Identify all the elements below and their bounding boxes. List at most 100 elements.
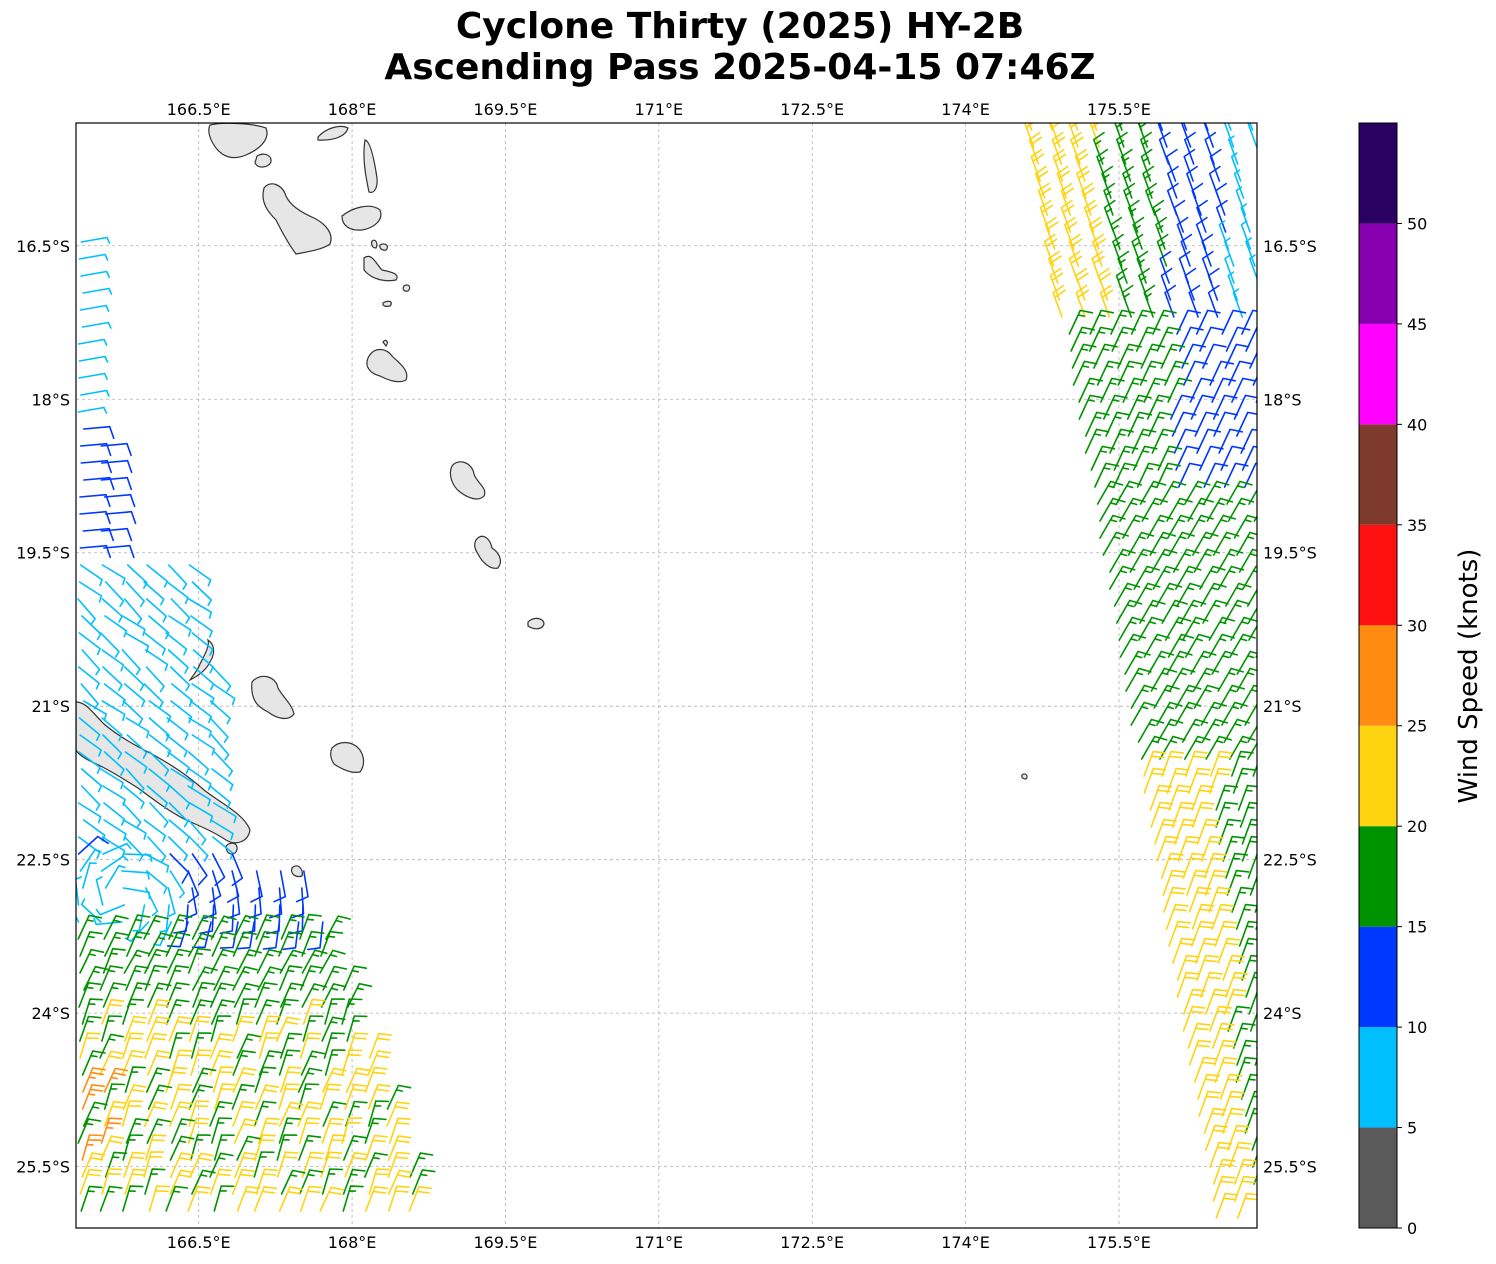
wind-barb (188, 1084, 213, 1110)
wind-barb (1241, 445, 1257, 471)
wind-barb (100, 768, 124, 790)
wind-barb (341, 1117, 363, 1144)
wind-barb (1241, 954, 1257, 981)
wind-barb (231, 1083, 255, 1110)
wind-barb (80, 389, 110, 397)
wind-barb (209, 1152, 234, 1178)
wind-barb (234, 1152, 258, 1178)
wind-barb (79, 1168, 103, 1195)
wind-barb (171, 1118, 195, 1144)
colorbar-tick-label: 0 (1407, 1219, 1417, 1238)
wind-barb (213, 1134, 235, 1161)
wind-barb (191, 914, 217, 940)
wind-barb (1140, 343, 1166, 369)
wind-barb (188, 598, 213, 619)
wind-barb (79, 1032, 101, 1059)
wind-barb (1236, 1039, 1257, 1066)
wind-barb (77, 802, 102, 824)
colorbar-bin-4 (1359, 725, 1397, 827)
wind-barb (1099, 514, 1126, 539)
wind-barb (1205, 1124, 1228, 1151)
wind-barb (342, 1185, 364, 1212)
wind-barb (1176, 954, 1200, 981)
colorbar-tick-label: 10 (1407, 1018, 1427, 1037)
wind-barb (165, 1066, 188, 1093)
wind-barb (232, 1050, 256, 1076)
vanuatu-efate-north (363, 255, 398, 282)
wind-barb (254, 982, 278, 1008)
wind-barb (189, 802, 214, 823)
wind-barb (1180, 123, 1192, 148)
wind-barb (1068, 309, 1094, 335)
wind-barb (319, 1186, 345, 1212)
wind-barb (1157, 123, 1168, 148)
wind-barb (1191, 784, 1215, 811)
wind-barb (121, 870, 150, 880)
vanuatu-malekula (262, 183, 332, 255)
wind-barb (254, 1066, 277, 1093)
wind-barb (143, 915, 169, 940)
wind-barb (1203, 1107, 1227, 1134)
wind-barb (126, 931, 150, 957)
wind-barb (82, 1067, 106, 1093)
wind-barb (126, 734, 148, 759)
wind-barb (1241, 818, 1257, 845)
wind-barb (1172, 548, 1200, 573)
map-title: Cyclone Thirty (2025) HY-2B Ascending Pa… (0, 6, 1496, 88)
wind-barb (1256, 791, 1257, 794)
wind-barb (1044, 216, 1059, 250)
lat-tick-label-right: 19.5°S (1263, 544, 1317, 563)
wind-barb (190, 1049, 212, 1076)
wind-barb (235, 998, 257, 1025)
wind-barb (232, 1067, 257, 1093)
wind-barb (319, 1083, 342, 1110)
wind-barb (1256, 1045, 1257, 1049)
lon-tick-label-top: 174°E (941, 100, 990, 119)
wind-barb (165, 632, 188, 656)
wind-barb (1121, 284, 1134, 318)
wind-barb (95, 876, 104, 906)
vanuatu-paama (371, 239, 378, 249)
wind-barb (1111, 326, 1137, 352)
lat-tick-label-right: 24°S (1263, 1004, 1302, 1023)
ocean-background (76, 123, 1257, 1228)
wind-barb (299, 1169, 323, 1195)
wind-barb (144, 1168, 166, 1195)
vanuatu-aneityum (527, 617, 545, 630)
wind-barb (103, 1067, 129, 1093)
wind-barb (1247, 123, 1257, 148)
wind-barb (321, 1117, 345, 1144)
wind-barb (1256, 537, 1257, 539)
wind-barb (144, 1101, 169, 1127)
wind-barb (1184, 267, 1197, 301)
wind-barb (1182, 1005, 1206, 1032)
wind-barb (1210, 750, 1233, 777)
colorbar-tick-label: 15 (1407, 918, 1427, 937)
wind-barb (124, 1168, 147, 1195)
colorbar-bin-6 (1359, 524, 1397, 626)
wind-barb (1253, 1173, 1257, 1185)
wind-barb (1224, 343, 1250, 369)
wind-barb (169, 853, 190, 884)
wind-barb (1078, 394, 1104, 420)
wind-barb (1188, 284, 1201, 318)
wind-barb (276, 1151, 299, 1178)
colorbar-bin-3 (1359, 826, 1397, 927)
wind-barb (188, 768, 212, 791)
wind-barb (1163, 886, 1186, 913)
wind-barb (1136, 250, 1149, 284)
wind-barb (1215, 1192, 1239, 1219)
wind-barb (192, 966, 218, 991)
wind-barb (125, 768, 145, 795)
wind-barb (1160, 267, 1173, 301)
wind-barb (81, 1134, 103, 1161)
wind-barb (1224, 237, 1235, 267)
wind-barb (103, 915, 129, 940)
wind-barb (191, 1169, 216, 1195)
wind-barb (167, 887, 176, 917)
loyalty-mare (330, 741, 365, 773)
wind-barb (1147, 650, 1175, 675)
wind-barb (278, 1049, 301, 1076)
wind-barb (99, 965, 124, 991)
lon-tick-label-top: 169.5°E (473, 100, 537, 119)
